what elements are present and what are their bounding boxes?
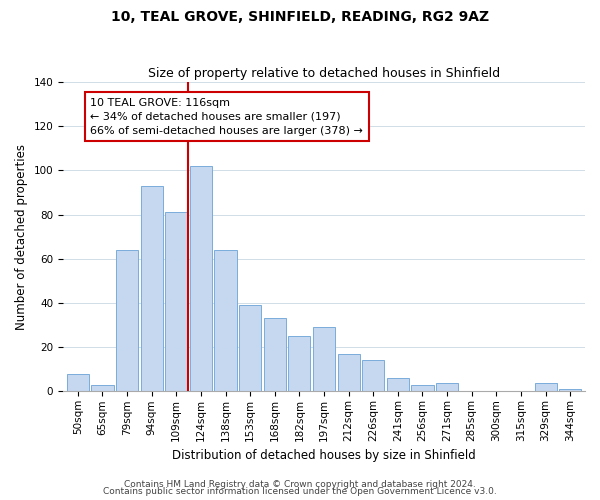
Y-axis label: Number of detached properties: Number of detached properties xyxy=(15,144,28,330)
Bar xyxy=(412,385,434,392)
Bar xyxy=(535,382,557,392)
Title: Size of property relative to detached houses in Shinfield: Size of property relative to detached ho… xyxy=(148,66,500,80)
Bar xyxy=(436,382,458,392)
Bar xyxy=(214,250,236,392)
Text: Contains public sector information licensed under the Open Government Licence v3: Contains public sector information licen… xyxy=(103,488,497,496)
Bar xyxy=(289,336,310,392)
X-axis label: Distribution of detached houses by size in Shinfield: Distribution of detached houses by size … xyxy=(172,450,476,462)
Bar xyxy=(313,328,335,392)
Bar xyxy=(387,378,409,392)
Bar xyxy=(559,389,581,392)
Bar xyxy=(239,305,261,392)
Bar xyxy=(116,250,138,392)
Bar xyxy=(338,354,360,392)
Bar xyxy=(67,374,89,392)
Bar xyxy=(362,360,385,392)
Bar xyxy=(190,166,212,392)
Bar xyxy=(263,318,286,392)
Text: Contains HM Land Registry data © Crown copyright and database right 2024.: Contains HM Land Registry data © Crown c… xyxy=(124,480,476,489)
Bar xyxy=(91,385,113,392)
Bar xyxy=(165,212,187,392)
Bar xyxy=(140,186,163,392)
Text: 10 TEAL GROVE: 116sqm
← 34% of detached houses are smaller (197)
66% of semi-det: 10 TEAL GROVE: 116sqm ← 34% of detached … xyxy=(90,98,363,136)
Text: 10, TEAL GROVE, SHINFIELD, READING, RG2 9AZ: 10, TEAL GROVE, SHINFIELD, READING, RG2 … xyxy=(111,10,489,24)
